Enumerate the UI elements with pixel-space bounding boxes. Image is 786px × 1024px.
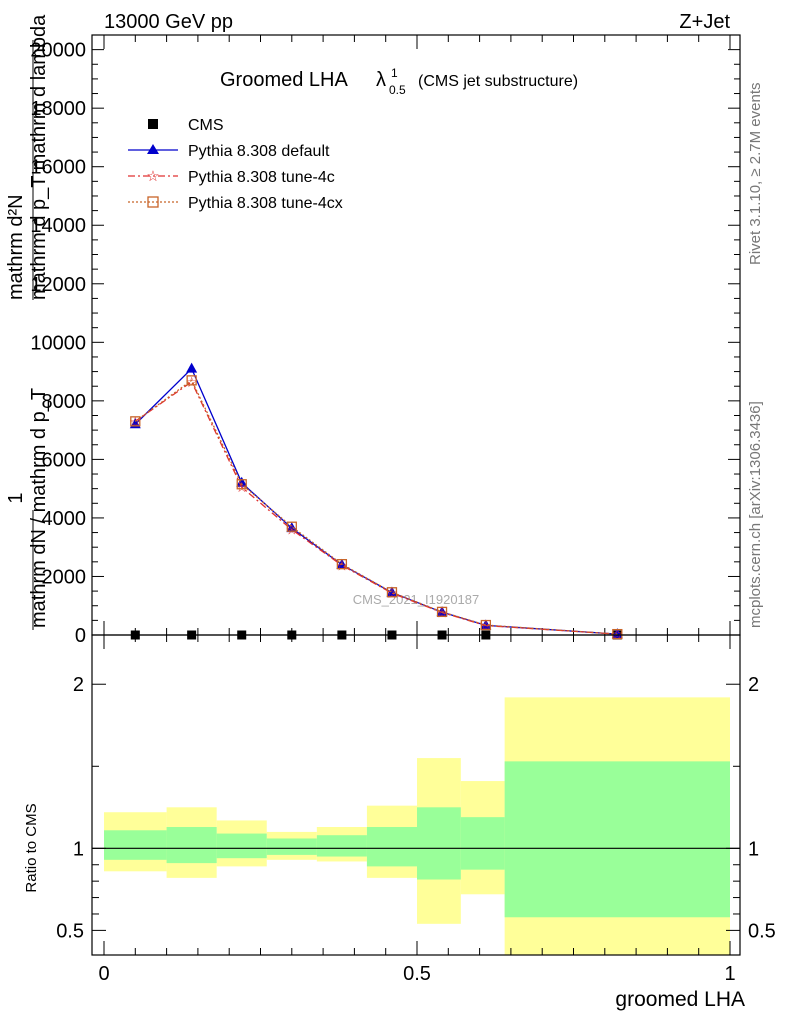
ratio-y-tick-label: 0.5: [56, 920, 84, 942]
tune4c-point: ☆: [436, 605, 449, 621]
ratio-band-stat: [266, 838, 317, 855]
tune4cx-point: [130, 416, 141, 427]
legend-label-default: Pythia 8.308 default: [188, 143, 330, 160]
tune4c-point: ☆: [480, 619, 493, 635]
series-line: [134, 379, 618, 635]
ratio-y-tick-label-right: 0.5: [748, 920, 776, 942]
main-y-tick-label: 0: [75, 625, 86, 647]
default-point: [236, 476, 248, 487]
legend-marker-tune4cx: [147, 196, 159, 208]
ratio-x-tick-label: 0.5: [403, 963, 431, 985]
main-y-tick-label: 18000: [30, 98, 86, 120]
ratio-plot-frame: [91, 634, 741, 956]
main-y-axis-label: mathrm d²N mathrm d p_T mathrm d lambda …: [5, 14, 50, 630]
tune4cx-point: [236, 479, 247, 490]
ylabel-one: 1: [5, 492, 27, 503]
mcplots-label: mcplots.cern.ch [arXiv:1306.3436]: [747, 401, 764, 628]
default-point: [286, 522, 298, 533]
ratio-band-stat: [366, 827, 417, 867]
process-label: Z+Jet: [679, 11, 730, 33]
ratio-band-stat: [460, 817, 505, 870]
legend-marker-tune4c: ☆: [146, 167, 159, 185]
ylabel-numerator-2: mathrm d p_T mathrm d lambda: [28, 14, 50, 300]
main-y-tick-label: 16000: [30, 157, 86, 179]
ratio-x-tick-label: 0: [98, 963, 109, 985]
default-point: [611, 628, 623, 639]
main-y-tick-label: 2000: [42, 566, 87, 588]
ratio-y-tick-label-right: 2: [748, 674, 759, 696]
title-superscript: 1: [391, 66, 398, 80]
ratio-x-tick-label: 1: [724, 963, 735, 985]
ylabel-denominator: mathrm dN / mathrm d p_T: [28, 388, 50, 628]
ratio-y-tick-label: 1: [73, 838, 84, 860]
series-line: [134, 380, 618, 635]
default-point: [480, 619, 492, 630]
legend-item-default: Pythia 8.308 default: [128, 143, 330, 160]
tune4cx-point: [336, 559, 348, 570]
x-axis-label: groomed LHA: [615, 988, 745, 1011]
rivet-label: Rivet 3.1.10, ≥ 2.7M events: [747, 83, 764, 266]
main-y-tick-label: 10000: [30, 332, 86, 354]
ratio-band-stat: [104, 830, 167, 860]
ratio-y-tick-label-right: 1: [748, 838, 759, 860]
title-main: Groomed LHA: [220, 69, 348, 91]
ratio-band-stat: [417, 807, 461, 880]
default-point: [386, 586, 398, 597]
analysis-watermark: CMS_2021_I1920187: [353, 592, 480, 607]
ratio-y-axis: 0.5 0.5 1 1 2 2: [56, 674, 776, 942]
main-y-tick-label: 20000: [30, 40, 86, 62]
ylabel-numerator-1: mathrm d²N: [5, 194, 27, 300]
default-point: [186, 362, 198, 373]
plot-title: Groomed LHA λ 1 0.5 (CMS jet substructur…: [220, 66, 578, 97]
tune4c-point: ☆: [386, 586, 399, 602]
ratio-band-stat: [216, 833, 267, 859]
tune4cx-point: [480, 619, 492, 631]
tune4cx-point: [436, 606, 448, 618]
legend-marker-default: [147, 144, 159, 154]
ratio-band-stat: [316, 835, 367, 857]
legend-item-cms: CMS: [148, 117, 224, 134]
ratio-band-stat: [166, 827, 217, 864]
ratio-x-axis: 0 0.5 1: [98, 635, 736, 985]
ratio-band-stat: [504, 761, 730, 918]
main-y-tick-label: 6000: [42, 449, 87, 471]
legend-label-cms: CMS: [188, 117, 224, 134]
main-y-tick-label: 4000: [42, 508, 87, 530]
ratio-y-tick-label: 2: [73, 674, 84, 696]
title-lambda: λ: [376, 69, 386, 91]
title-suffix: (CMS jet substructure): [418, 73, 578, 90]
main-y-tick-label: 14000: [30, 215, 86, 237]
ratio-uncertainty-bands: [104, 697, 730, 955]
tune4cx-point: [286, 521, 297, 532]
tune4cx-point: [386, 587, 398, 598]
energy-label: 13000 GeV pp: [104, 11, 233, 33]
main-y-axis: 0 2000 4000 6000 8000 10000 12000 14000 16000 180…: [30, 40, 740, 647]
legend: CMS Pythia 8.308 default ☆ Pythia 8.308 …: [128, 117, 343, 212]
legend-label-tune4c: Pythia 8.308 tune-4c: [188, 169, 335, 186]
legend-label-tune4cx: Pythia 8.308 tune-4cx: [188, 195, 343, 212]
ratio-y-label: Ratio to CMS: [23, 803, 40, 892]
legend-marker-cms: [148, 119, 158, 129]
main-x-ticks: [103, 35, 731, 635]
tune4cx-point: [612, 628, 623, 640]
title-subscript: 0.5: [389, 83, 406, 97]
legend-item-tune4c: ☆ Pythia 8.308 tune-4c: [128, 167, 335, 186]
main-y-tick-label: 8000: [42, 391, 87, 413]
legend-item-tune4cx: Pythia 8.308 tune-4cx: [128, 195, 343, 212]
main-y-tick-label: 12000: [30, 274, 86, 296]
tune4cx-point: [186, 375, 197, 386]
